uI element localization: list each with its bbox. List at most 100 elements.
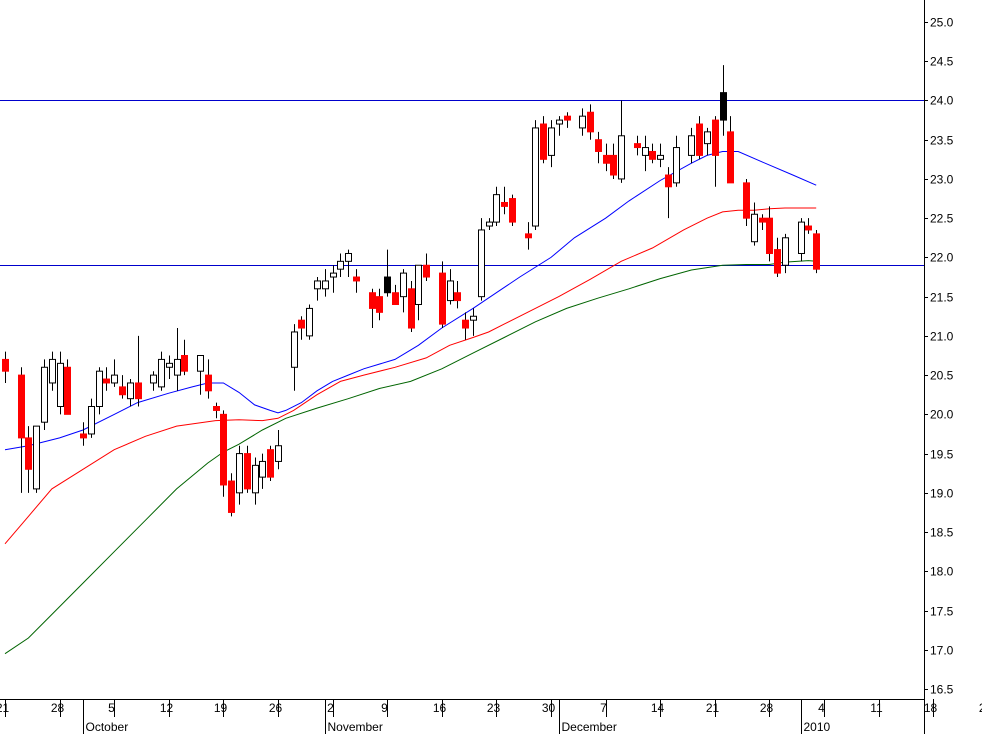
candle-body: [181, 355, 188, 372]
y-tick-label: 24.0: [930, 94, 954, 108]
x-tick-label: 9: [381, 701, 388, 715]
candle-body: [2, 358, 9, 372]
candle: [618, 100, 625, 183]
candle: [798, 218, 805, 262]
candle: [493, 186, 500, 227]
y-tick-label: 16.5: [930, 683, 954, 697]
candle: [353, 269, 360, 293]
x-tick-label: 4: [818, 701, 825, 715]
candle: [415, 264, 422, 321]
candle: [80, 422, 87, 446]
candle: [509, 194, 516, 227]
candle-body: [642, 147, 649, 156]
candle: [49, 351, 56, 391]
candle-body: [267, 449, 274, 478]
candle-body: [228, 480, 235, 513]
candle-body: [540, 123, 547, 160]
candle: [244, 445, 251, 493]
candle: [252, 457, 259, 505]
candle: [96, 367, 103, 415]
candle-body: [88, 406, 95, 435]
candle-body: [712, 119, 719, 156]
x-axis: 2128512192629162330714212841118251815Oct…: [0, 699, 982, 734]
x-tick-label: 28: [760, 701, 774, 715]
candle: [548, 120, 555, 168]
candle-body: [49, 358, 56, 384]
candle: [462, 312, 469, 340]
candle-body: [447, 280, 454, 302]
candle: [665, 167, 672, 219]
candle-body: [244, 453, 251, 490]
candle: [743, 178, 750, 227]
candle-body: [408, 288, 415, 329]
candle: [423, 253, 430, 281]
candle-body: [579, 115, 586, 129]
candle-body: [197, 355, 204, 372]
x-tick-label: 18: [924, 701, 938, 715]
candle: [587, 104, 594, 140]
candle: [322, 269, 329, 297]
candle: [603, 143, 610, 172]
candle: [649, 143, 656, 164]
candle-body: [166, 362, 173, 368]
candle-body: [727, 131, 734, 184]
candle: [314, 277, 321, 301]
y-tick-label: 24.5: [930, 55, 954, 69]
candle: [197, 355, 204, 395]
candle-body: [415, 264, 422, 305]
y-tick-label: 21.0: [930, 330, 954, 344]
y-tick-label: 18.5: [930, 526, 954, 540]
candle: [610, 143, 617, 179]
plot-area: [0, 65, 924, 655]
candle-body: [556, 119, 563, 125]
candle-body: [462, 319, 469, 329]
candle: [298, 316, 305, 340]
candle-body: [423, 264, 430, 278]
candle-body: [657, 154, 664, 160]
candle-body: [150, 374, 157, 384]
candle: [369, 288, 376, 329]
x-period-label: October: [86, 720, 129, 734]
candle-body: [564, 115, 571, 121]
candle-body: [798, 221, 805, 254]
candle-body: [353, 276, 360, 282]
candle-body: [766, 217, 773, 254]
x-tick-label: 2: [327, 701, 334, 715]
candle: [408, 280, 415, 332]
moving-average-line-2: [4, 207, 817, 545]
candle: [439, 261, 446, 329]
y-tick-label: 18.0: [930, 565, 954, 579]
candle: [696, 116, 703, 160]
candle-body: [291, 331, 298, 368]
candle-body: [392, 292, 399, 305]
candle-body: [33, 425, 40, 490]
candle-body: [649, 150, 656, 160]
candle: [111, 359, 118, 387]
candle-body: [220, 413, 227, 486]
x-tick-label: 14: [651, 701, 665, 715]
y-tick-label: 19.5: [930, 448, 954, 462]
moving-average-line-1: [4, 151, 817, 451]
candle: [727, 116, 734, 184]
y-tick-label: 20.0: [930, 408, 954, 422]
candle-body: [80, 433, 87, 439]
candle-body: [18, 374, 25, 439]
candle-body: [111, 374, 118, 384]
candle: [33, 425, 40, 493]
candle-body: [673, 147, 680, 184]
candle-body: [759, 217, 766, 223]
candle-body: [587, 111, 594, 133]
candle-body: [501, 201, 508, 207]
candle-body: [782, 237, 789, 266]
candle-body: [252, 464, 259, 494]
candle-body: [525, 233, 532, 239]
candle: [751, 202, 758, 246]
candle: [642, 135, 649, 172]
candle-body: [384, 276, 391, 294]
candle-body: [64, 366, 71, 415]
candle-body: [720, 92, 727, 121]
candle-body: [330, 272, 337, 278]
candle-body: [634, 143, 641, 149]
candle: [330, 265, 337, 293]
